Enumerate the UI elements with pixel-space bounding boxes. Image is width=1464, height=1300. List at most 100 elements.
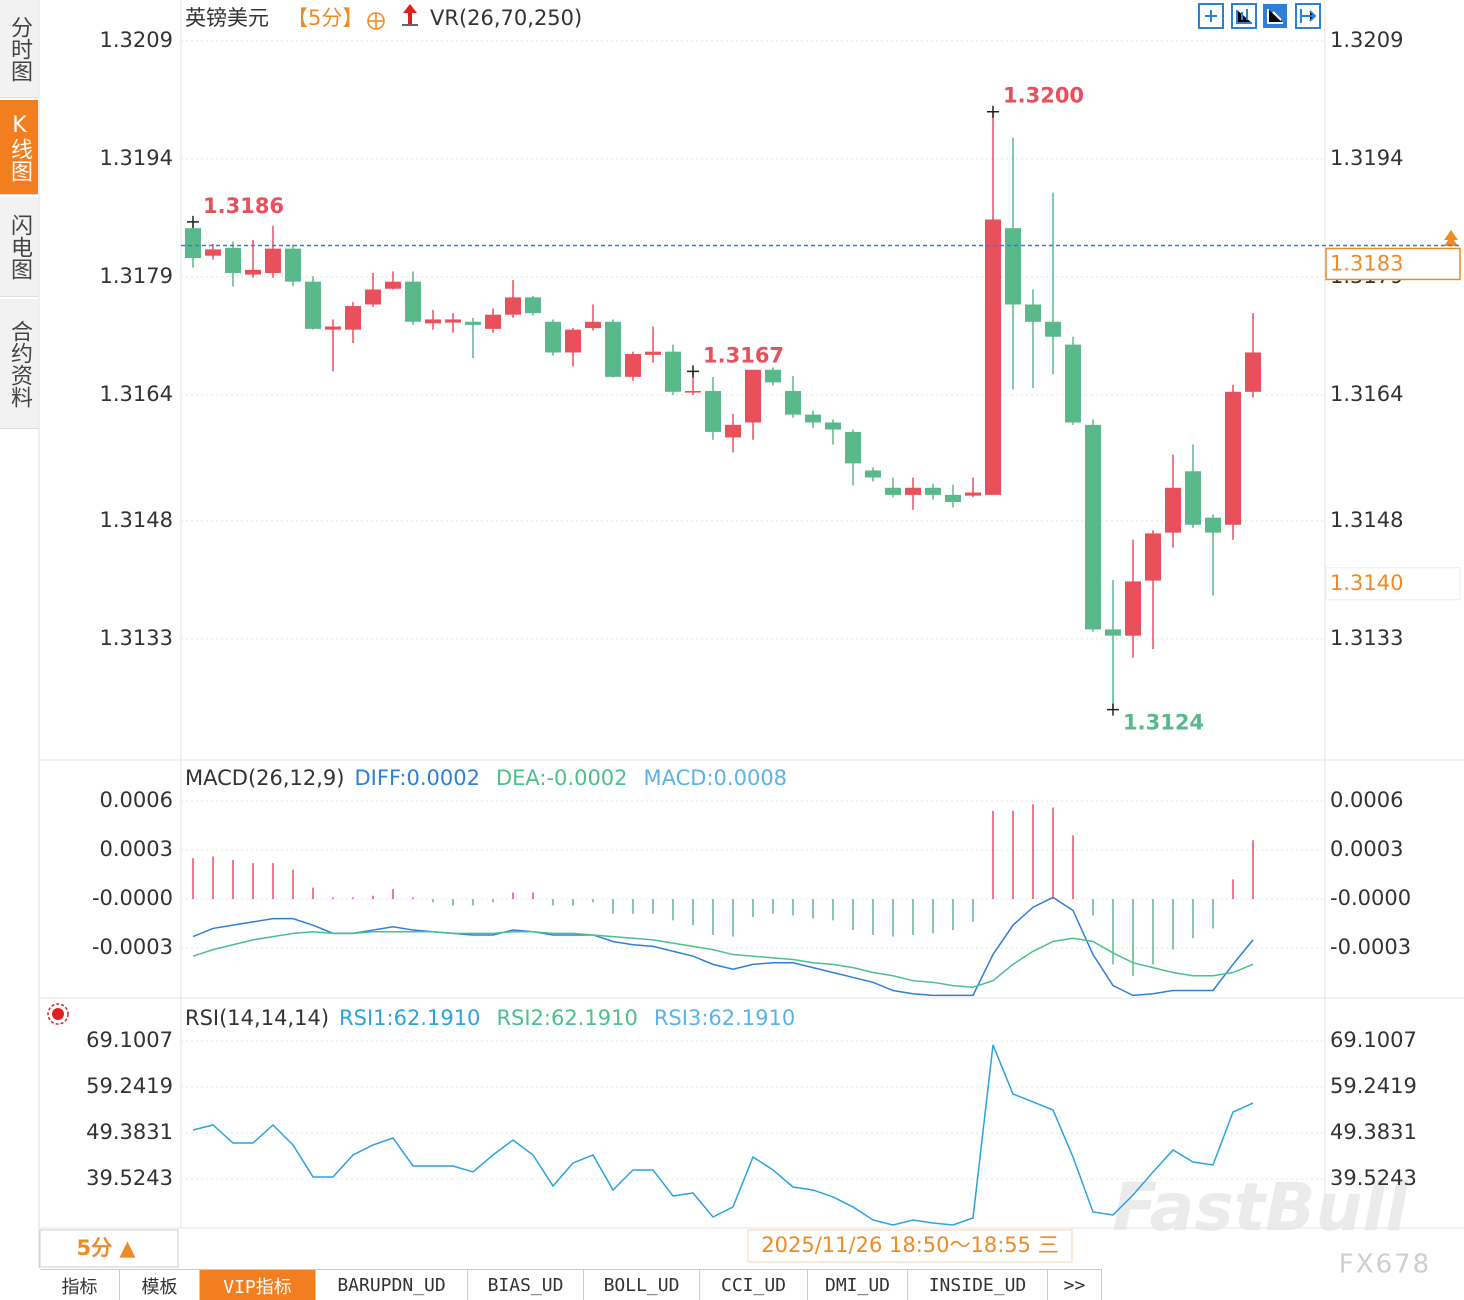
candle-body bbox=[905, 487, 921, 495]
tab[interactable]: BARUPDN_UD bbox=[316, 1270, 468, 1300]
last-price-tag bbox=[1325, 247, 1461, 281]
candle-body bbox=[645, 351, 661, 355]
indicator-arrow-icon[interactable] bbox=[402, 4, 418, 26]
watermark: FastBull bbox=[1112, 1169, 1409, 1246]
candle-body bbox=[565, 329, 581, 353]
legend-entry: RSI2:62.1910 bbox=[496, 1006, 637, 1030]
candle-body bbox=[445, 319, 461, 323]
candle-body bbox=[1085, 424, 1101, 630]
candle-body bbox=[1065, 344, 1081, 423]
candle-body bbox=[305, 281, 321, 329]
last-price-label: 1.3183 bbox=[1330, 251, 1403, 275]
panel-title: MACD(26,12,9) bbox=[185, 766, 345, 790]
tab[interactable]: >> bbox=[1048, 1270, 1102, 1300]
candle-body bbox=[1145, 533, 1161, 581]
sidebar-item[interactable]: 合约资料 bbox=[0, 299, 38, 429]
tab[interactable]: VIP指标 bbox=[200, 1270, 316, 1300]
instrument-title: 英镑美元 bbox=[185, 6, 269, 30]
candle-body bbox=[1045, 321, 1061, 337]
sidebar-item[interactable]: 闪电图 bbox=[0, 197, 38, 297]
timestamp-box bbox=[747, 1229, 1073, 1263]
candle-body bbox=[1205, 517, 1221, 533]
y-tick-label: 49.3831 bbox=[86, 1120, 173, 1144]
legend-entry: MACD:0.0008 bbox=[644, 766, 788, 790]
y-tick-label-right: 1.3164 bbox=[1330, 382, 1403, 406]
tab[interactable]: INSIDE_UD bbox=[908, 1270, 1048, 1300]
candle-body bbox=[1225, 391, 1241, 525]
candle-body bbox=[1005, 228, 1021, 305]
y-tick-label: 1.3194 bbox=[100, 146, 173, 170]
y-tick-label: 1.3164 bbox=[100, 382, 173, 406]
sidebar-item[interactable]: 分时图 bbox=[0, 0, 38, 98]
candle-body bbox=[1025, 304, 1041, 322]
settings-icon[interactable] bbox=[47, 1003, 69, 1025]
period-label: 【5分】 bbox=[287, 6, 363, 30]
period-button[interactable] bbox=[39, 1229, 179, 1268]
candle-body bbox=[465, 321, 481, 325]
y-tick-label-right: 69.1007 bbox=[1330, 1028, 1417, 1052]
cursor-price-tag bbox=[1325, 567, 1461, 601]
legend-entry: RSI1:62.1910 bbox=[339, 1006, 480, 1030]
extreme-label: 1.3200 bbox=[1003, 84, 1084, 108]
candle-body bbox=[625, 354, 641, 377]
tab[interactable]: CCI_UD bbox=[700, 1270, 808, 1300]
y-tick-label: 0.0006 bbox=[100, 788, 173, 812]
candle-body bbox=[985, 219, 1001, 495]
y-tick-label: -0.0000 bbox=[92, 886, 173, 910]
candle-body bbox=[205, 249, 221, 256]
y-tick-label-right: 59.2419 bbox=[1330, 1074, 1417, 1098]
candle-body bbox=[405, 281, 421, 322]
tab-bar: 指标 模板 VIP指标 BARUPDN_UD BIAS_UD BOLL_UD CCI_UD D… bbox=[40, 1269, 1102, 1300]
y-tick-label-right: -0.0003 bbox=[1330, 935, 1411, 959]
y-tick-label-right: 1.3194 bbox=[1330, 146, 1403, 170]
tab[interactable]: 模板 bbox=[120, 1270, 200, 1300]
y-tick-label: 1.3209 bbox=[100, 28, 173, 52]
candle-body bbox=[365, 289, 381, 305]
candle-body bbox=[1245, 352, 1261, 392]
price-alert-icon[interactable] bbox=[1444, 230, 1458, 246]
y-tick-label: 69.1007 bbox=[86, 1028, 173, 1052]
candle-body bbox=[265, 248, 281, 274]
candle-body bbox=[245, 269, 261, 275]
extreme-marker bbox=[187, 215, 199, 228]
candle-body bbox=[1165, 487, 1181, 533]
y-tick-label: 1.3179 bbox=[100, 264, 173, 288]
tab[interactable]: BIAS_UD bbox=[468, 1270, 584, 1300]
candle-body bbox=[785, 391, 801, 415]
y-tick-label: -0.0003 bbox=[92, 935, 173, 959]
extreme-marker bbox=[987, 105, 999, 118]
y-tick-label-right: 1.3209 bbox=[1330, 28, 1403, 52]
y-tick-label-right: -0.0000 bbox=[1330, 886, 1411, 910]
candle-body bbox=[865, 470, 881, 478]
candle-body bbox=[925, 487, 941, 495]
y-tick-label-right: 0.0003 bbox=[1330, 837, 1403, 861]
extreme-label: 1.3186 bbox=[203, 194, 284, 218]
timestamp: 2025/11/26 18:50～18:55 三 bbox=[761, 1233, 1058, 1257]
indicator-label: VR(26,70,250) bbox=[430, 6, 582, 30]
candle-body bbox=[185, 228, 201, 259]
y-tick-label-right: 0.0006 bbox=[1330, 788, 1403, 812]
candle-body bbox=[1185, 471, 1201, 525]
candle-body bbox=[745, 369, 761, 423]
candle-body bbox=[705, 391, 721, 432]
candle-body bbox=[945, 494, 961, 502]
candle-body bbox=[225, 247, 241, 274]
toolbar-icons[interactable] bbox=[1198, 3, 1321, 29]
period-button-label[interactable]: 5分 ▲ bbox=[76, 1236, 136, 1260]
tab[interactable]: DMI_UD bbox=[808, 1270, 908, 1300]
extreme-marker bbox=[1107, 703, 1119, 716]
macd-line bbox=[192, 930, 1254, 988]
candle-body bbox=[505, 297, 521, 315]
background bbox=[38, 0, 1464, 1268]
tab[interactable]: BOLL_UD bbox=[584, 1270, 700, 1300]
y-tick-label: 1.3133 bbox=[100, 626, 173, 650]
add-icon[interactable] bbox=[367, 12, 385, 30]
sidebar-item[interactable]: K线图 bbox=[0, 100, 38, 195]
candle-body bbox=[525, 297, 541, 314]
tab[interactable]: 指标 bbox=[40, 1270, 120, 1300]
extreme-label: 1.3124 bbox=[1123, 711, 1204, 735]
candle-body bbox=[325, 326, 341, 330]
macd-line bbox=[192, 896, 1254, 997]
watermark: FX678 bbox=[1339, 1250, 1431, 1280]
